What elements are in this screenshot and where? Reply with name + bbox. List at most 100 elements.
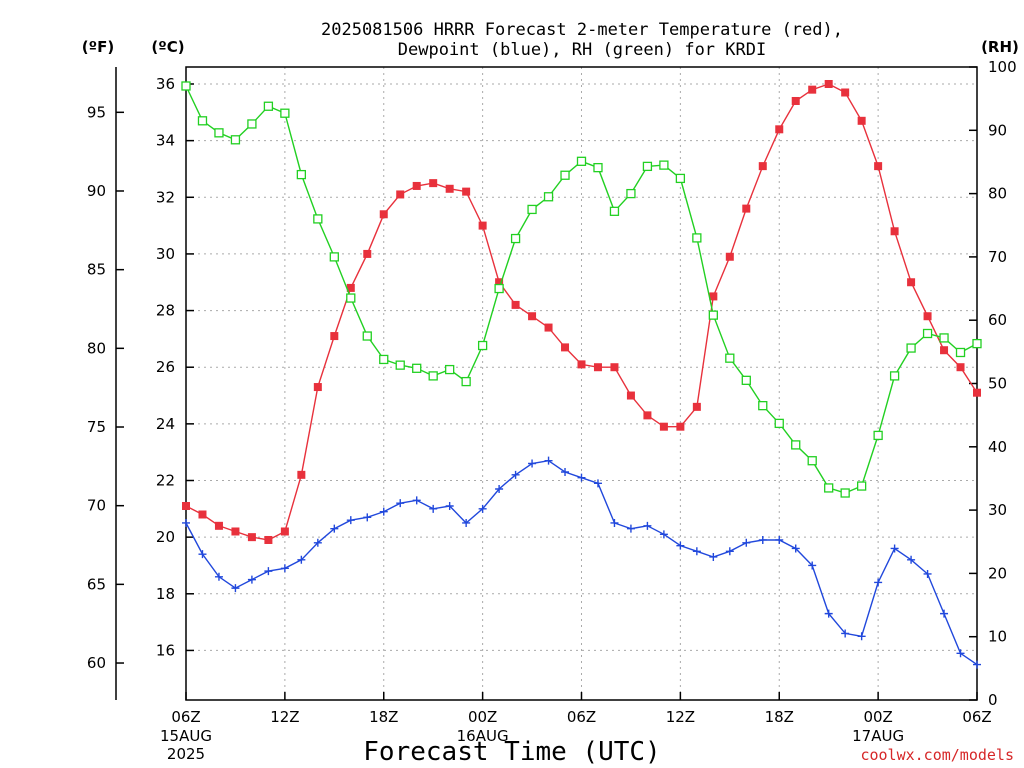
temperature-point [725, 252, 734, 261]
x-tick-date-label: 15AUG [160, 727, 212, 745]
dewpoint-point [824, 609, 833, 618]
dewpoint-point [742, 538, 751, 547]
dewpoint-point [297, 555, 306, 564]
axes [115, 66, 978, 701]
series [181, 79, 982, 669]
temperature-point [396, 190, 405, 199]
relative_humidity-point [856, 481, 867, 491]
temperature-point [528, 312, 537, 321]
dewpoint-point [758, 535, 767, 544]
temperature-point [907, 278, 916, 287]
rh-tick-label: 60 [988, 311, 1007, 329]
fahrenheit-tick-label: 95 [87, 103, 106, 121]
temperature-point [808, 85, 817, 94]
relative_humidity-point [593, 162, 603, 173]
dewpoint-point [643, 521, 652, 530]
dewpoint-point [528, 459, 537, 468]
dewpoint-point [808, 561, 817, 570]
rh-axis: 0 10 20 30 40 50 60 70 80 90 100 [969, 58, 1017, 709]
relative_humidity-point [774, 418, 784, 429]
dewpoint-point [775, 535, 784, 544]
credit-text: coolwx.com/models [860, 746, 1014, 764]
dewpoint-point [346, 516, 355, 525]
relative_humidity-point [955, 347, 966, 358]
temperature-point [429, 179, 438, 188]
relative_humidity-point [659, 160, 669, 170]
temperature-point [626, 391, 635, 400]
relative_humidity-point [313, 214, 323, 224]
relative_humidity-point [379, 354, 389, 365]
relative_humidity-point [197, 116, 208, 126]
dewpoint-point [857, 632, 866, 641]
relative_humidity-point [510, 233, 521, 244]
temperature-point [643, 411, 652, 420]
relative_humidity-point [230, 135, 241, 145]
fahrenheit-tick-label: 70 [87, 497, 106, 515]
rh-tick-label: 80 [988, 185, 1007, 203]
rh-tick-label: 50 [988, 375, 1007, 393]
dewpoint-point [709, 552, 718, 561]
dewpoint-point [495, 485, 504, 493]
dewpoint-point [214, 572, 223, 581]
dewpoint-point [396, 499, 405, 508]
temperature-point [511, 300, 520, 309]
temperature-point [874, 162, 883, 171]
relative_humidity-point [214, 128, 224, 138]
x-tick-label: 12Z [666, 708, 695, 726]
relative_humidity-point [758, 401, 768, 411]
dewpoint-point [379, 507, 388, 516]
relative_humidity-point [840, 488, 850, 498]
relative_humidity-point [395, 360, 405, 370]
dewpoint-point [330, 524, 339, 533]
temperature-point [973, 388, 981, 397]
relative_humidity-point [692, 233, 702, 243]
celsius-tick-label: 16 [156, 641, 175, 659]
dewpoint-point [923, 569, 932, 578]
rh-tick-label: 20 [988, 564, 1007, 582]
rh-unit-label: (RH) [981, 38, 1019, 56]
dewpoint-point [313, 538, 322, 547]
relative_humidity-point [642, 161, 653, 172]
relative_humidity-point [296, 169, 307, 180]
relative_humidity-point [543, 192, 554, 202]
relative_humidity-point [939, 333, 949, 343]
dewpoint-point [445, 501, 454, 510]
temperature-point [363, 249, 372, 258]
x-tick-label: 00Z [863, 708, 892, 726]
dewpoint-point [841, 629, 850, 638]
fahrenheit-tick-label: 80 [87, 339, 106, 357]
relative_humidity-point [494, 283, 504, 294]
temperature-point [478, 221, 487, 230]
fahrenheit-tick-label: 75 [87, 418, 106, 436]
temperature-point [742, 204, 751, 213]
dewpoint-point [659, 530, 668, 539]
fahrenheit-axis: 60 65 70 75 80 85 90 95 [87, 103, 124, 672]
relative_humidity-point [791, 440, 801, 450]
dewpoint-point [462, 518, 471, 527]
chart-title: 2025081506 HRRR Forecast 2-meter Tempera… [321, 20, 843, 60]
temperature-point [264, 535, 273, 544]
rh-tick-label: 100 [988, 58, 1017, 76]
relative_humidity-point [906, 343, 916, 353]
celsius-tick-label: 20 [156, 528, 175, 546]
x-axis-label: Forecast Time (UTC) [363, 737, 660, 767]
relative_humidity-point [362, 331, 372, 341]
temperature-point [890, 227, 899, 236]
fahrenheit-tick-label: 60 [87, 654, 106, 672]
temperature-point [709, 292, 718, 301]
temperature-point [462, 187, 471, 196]
dewpoint-point [940, 609, 949, 618]
temperature-point [346, 283, 355, 292]
temperature-point [956, 363, 965, 372]
rh-tick-label: 0 [988, 691, 998, 709]
temperature-point [247, 533, 256, 542]
dewpoint-point [956, 649, 965, 658]
relative_humidity-point [609, 206, 620, 216]
celsius-tick-label: 18 [156, 585, 175, 603]
dewpoint-point [280, 564, 289, 573]
relative_humidity-point [824, 483, 834, 493]
dewpoint-point [231, 584, 240, 593]
rh-tick-label: 90 [988, 121, 1007, 139]
rh-tick-label: 10 [988, 628, 1007, 646]
dewpoint-point [429, 504, 438, 513]
